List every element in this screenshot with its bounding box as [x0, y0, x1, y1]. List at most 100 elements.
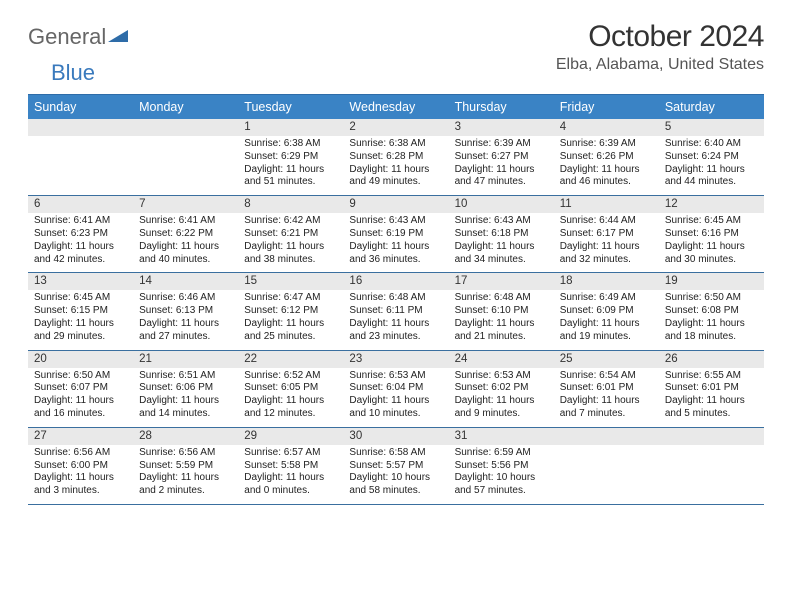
day-cell: 20Sunrise: 6:50 AMSunset: 6:07 PMDayligh… — [28, 351, 133, 427]
daylight-text: Daylight: 11 hours and 14 minutes. — [139, 395, 232, 421]
day-cell: 27Sunrise: 6:56 AMSunset: 6:00 PMDayligh… — [28, 428, 133, 504]
brand-logo: General — [28, 20, 130, 50]
sunset-text: Sunset: 6:01 PM — [665, 382, 758, 395]
day-body: Sunrise: 6:38 AMSunset: 6:28 PMDaylight:… — [343, 136, 448, 195]
daylight-text: Daylight: 11 hours and 2 minutes. — [139, 472, 232, 498]
day-body: Sunrise: 6:39 AMSunset: 6:27 PMDaylight:… — [449, 136, 554, 195]
brand-part1: General — [28, 24, 106, 50]
week-row: 1Sunrise: 6:38 AMSunset: 6:29 PMDaylight… — [28, 119, 764, 196]
day-number: 6 — [28, 196, 133, 213]
sunrise-text: Sunrise: 6:45 AM — [665, 215, 758, 228]
day-number: 22 — [238, 351, 343, 368]
day-number: 24 — [449, 351, 554, 368]
daylight-text: Daylight: 11 hours and 12 minutes. — [244, 395, 337, 421]
week-row: 27Sunrise: 6:56 AMSunset: 6:00 PMDayligh… — [28, 428, 764, 505]
sunrise-text: Sunrise: 6:54 AM — [560, 370, 653, 383]
day-cell: 24Sunrise: 6:53 AMSunset: 6:02 PMDayligh… — [449, 351, 554, 427]
day-body: Sunrise: 6:52 AMSunset: 6:05 PMDaylight:… — [238, 368, 343, 427]
day-body: Sunrise: 6:43 AMSunset: 6:18 PMDaylight:… — [449, 213, 554, 272]
col-tuesday: Tuesday — [238, 95, 343, 119]
daylight-text: Daylight: 11 hours and 9 minutes. — [455, 395, 548, 421]
sunset-text: Sunset: 6:22 PM — [139, 228, 232, 241]
sunrise-text: Sunrise: 6:59 AM — [455, 447, 548, 460]
day-number: 16 — [343, 273, 448, 290]
daylight-text: Daylight: 11 hours and 34 minutes. — [455, 241, 548, 267]
day-cell: 1Sunrise: 6:38 AMSunset: 6:29 PMDaylight… — [238, 119, 343, 195]
sunset-text: Sunset: 6:24 PM — [665, 151, 758, 164]
day-body: Sunrise: 6:49 AMSunset: 6:09 PMDaylight:… — [554, 290, 659, 349]
sunrise-text: Sunrise: 6:46 AM — [139, 292, 232, 305]
daylight-text: Daylight: 11 hours and 5 minutes. — [665, 395, 758, 421]
sunset-text: Sunset: 6:23 PM — [34, 228, 127, 241]
sunrise-text: Sunrise: 6:45 AM — [34, 292, 127, 305]
sunset-text: Sunset: 5:56 PM — [455, 460, 548, 473]
day-cell: 19Sunrise: 6:50 AMSunset: 6:08 PMDayligh… — [659, 273, 764, 349]
sunset-text: Sunset: 6:06 PM — [139, 382, 232, 395]
day-cell — [133, 119, 238, 195]
day-number: 12 — [659, 196, 764, 213]
month-title: October 2024 — [556, 20, 764, 54]
sunrise-text: Sunrise: 6:43 AM — [455, 215, 548, 228]
day-body: Sunrise: 6:38 AMSunset: 6:29 PMDaylight:… — [238, 136, 343, 195]
sunrise-text: Sunrise: 6:38 AM — [244, 138, 337, 151]
day-number: 8 — [238, 196, 343, 213]
sunrise-text: Sunrise: 6:53 AM — [455, 370, 548, 383]
day-number: 23 — [343, 351, 448, 368]
daylight-text: Daylight: 11 hours and 16 minutes. — [34, 395, 127, 421]
day-body — [28, 136, 133, 192]
day-cell: 11Sunrise: 6:44 AMSunset: 6:17 PMDayligh… — [554, 196, 659, 272]
day-cell: 22Sunrise: 6:52 AMSunset: 6:05 PMDayligh… — [238, 351, 343, 427]
sunset-text: Sunset: 6:11 PM — [349, 305, 442, 318]
sunset-text: Sunset: 6:26 PM — [560, 151, 653, 164]
daylight-text: Daylight: 11 hours and 27 minutes. — [139, 318, 232, 344]
sunrise-text: Sunrise: 6:41 AM — [34, 215, 127, 228]
day-body: Sunrise: 6:58 AMSunset: 5:57 PMDaylight:… — [343, 445, 448, 504]
sunset-text: Sunset: 6:05 PM — [244, 382, 337, 395]
daylight-text: Daylight: 11 hours and 10 minutes. — [349, 395, 442, 421]
sunset-text: Sunset: 6:17 PM — [560, 228, 653, 241]
day-body: Sunrise: 6:46 AMSunset: 6:13 PMDaylight:… — [133, 290, 238, 349]
day-body: Sunrise: 6:48 AMSunset: 6:10 PMDaylight:… — [449, 290, 554, 349]
day-body: Sunrise: 6:42 AMSunset: 6:21 PMDaylight:… — [238, 213, 343, 272]
sunrise-text: Sunrise: 6:53 AM — [349, 370, 442, 383]
triangle-icon — [108, 24, 130, 50]
day-cell: 8Sunrise: 6:42 AMSunset: 6:21 PMDaylight… — [238, 196, 343, 272]
day-number: 4 — [554, 119, 659, 136]
day-number: 1 — [238, 119, 343, 136]
day-number — [659, 428, 764, 445]
col-saturday: Saturday — [659, 95, 764, 119]
weeks-host: 1Sunrise: 6:38 AMSunset: 6:29 PMDaylight… — [28, 119, 764, 505]
day-number: 15 — [238, 273, 343, 290]
day-cell: 31Sunrise: 6:59 AMSunset: 5:56 PMDayligh… — [449, 428, 554, 504]
week-row: 13Sunrise: 6:45 AMSunset: 6:15 PMDayligh… — [28, 273, 764, 350]
day-cell: 17Sunrise: 6:48 AMSunset: 6:10 PMDayligh… — [449, 273, 554, 349]
sunset-text: Sunset: 6:16 PM — [665, 228, 758, 241]
sunset-text: Sunset: 6:07 PM — [34, 382, 127, 395]
sunrise-text: Sunrise: 6:47 AM — [244, 292, 337, 305]
day-body: Sunrise: 6:56 AMSunset: 6:00 PMDaylight:… — [28, 445, 133, 504]
day-cell: 9Sunrise: 6:43 AMSunset: 6:19 PMDaylight… — [343, 196, 448, 272]
sunset-text: Sunset: 6:19 PM — [349, 228, 442, 241]
day-header-row: Sunday Monday Tuesday Wednesday Thursday… — [28, 95, 764, 119]
sunrise-text: Sunrise: 6:57 AM — [244, 447, 337, 460]
day-number: 7 — [133, 196, 238, 213]
sunset-text: Sunset: 6:12 PM — [244, 305, 337, 318]
col-wednesday: Wednesday — [343, 95, 448, 119]
day-body: Sunrise: 6:56 AMSunset: 5:59 PMDaylight:… — [133, 445, 238, 504]
day-number: 11 — [554, 196, 659, 213]
day-cell — [28, 119, 133, 195]
day-body: Sunrise: 6:47 AMSunset: 6:12 PMDaylight:… — [238, 290, 343, 349]
day-body: Sunrise: 6:50 AMSunset: 6:08 PMDaylight:… — [659, 290, 764, 349]
sunset-text: Sunset: 6:15 PM — [34, 305, 127, 318]
day-number: 9 — [343, 196, 448, 213]
day-cell: 12Sunrise: 6:45 AMSunset: 6:16 PMDayligh… — [659, 196, 764, 272]
sunset-text: Sunset: 6:04 PM — [349, 382, 442, 395]
daylight-text: Daylight: 11 hours and 51 minutes. — [244, 164, 337, 190]
day-body: Sunrise: 6:45 AMSunset: 6:16 PMDaylight:… — [659, 213, 764, 272]
day-number: 30 — [343, 428, 448, 445]
sunset-text: Sunset: 6:00 PM — [34, 460, 127, 473]
col-monday: Monday — [133, 95, 238, 119]
day-cell: 15Sunrise: 6:47 AMSunset: 6:12 PMDayligh… — [238, 273, 343, 349]
day-body: Sunrise: 6:45 AMSunset: 6:15 PMDaylight:… — [28, 290, 133, 349]
sunset-text: Sunset: 6:21 PM — [244, 228, 337, 241]
